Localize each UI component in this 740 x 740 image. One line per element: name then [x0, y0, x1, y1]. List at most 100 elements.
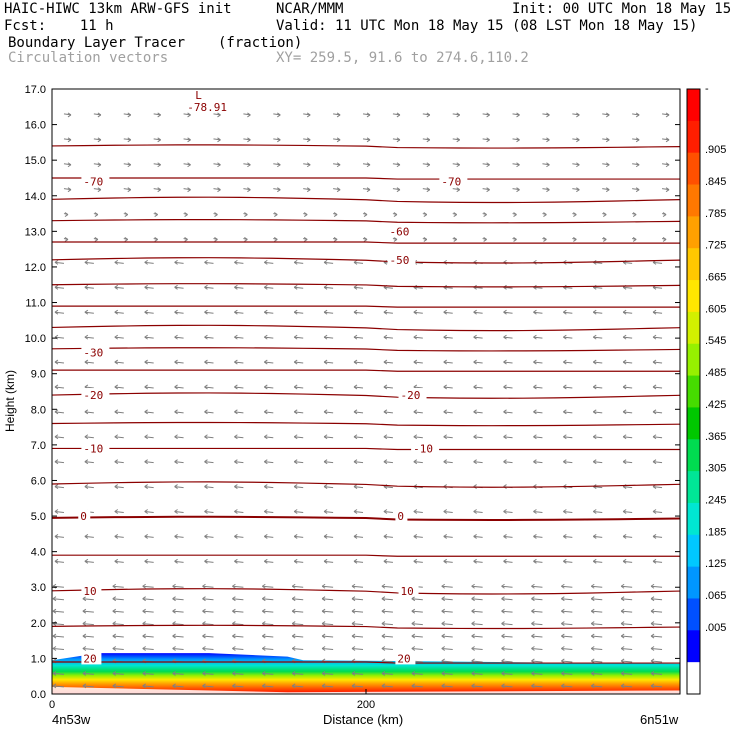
vector-arrowhead [112, 583, 117, 589]
vector-arrowhead [204, 334, 208, 340]
vector-arrowhead [144, 558, 148, 564]
vector-arrow [144, 336, 154, 339]
vector-arrow [303, 113, 311, 116]
y-tick-label: 11.0 [25, 298, 46, 310]
vector-arrowhead [423, 212, 428, 217]
vector-arrowhead [187, 162, 191, 168]
vector-arrow [52, 585, 65, 588]
contour-line [52, 196, 680, 204]
vector-arrowhead [217, 162, 221, 168]
vector-arrowhead [174, 434, 178, 440]
vector-arrowhead [144, 434, 148, 440]
vector-arrow [651, 585, 663, 588]
vector-arrowhead [114, 484, 119, 490]
vector-arrowhead [622, 459, 627, 465]
vector-arrowhead [262, 633, 266, 639]
vector-arrow [383, 535, 393, 538]
vector-arrowhead [650, 621, 655, 627]
vector-arrowhead [97, 187, 102, 193]
vector-arrow [413, 511, 423, 513]
vector-arrow [473, 336, 483, 339]
vector-arrowhead [353, 509, 358, 514]
vector-arrow [353, 336, 364, 339]
vector-arrowhead [112, 608, 117, 614]
vector-arrow [353, 486, 364, 489]
vector-arrow [174, 511, 184, 513]
vector-arrow [413, 411, 423, 414]
vector-arrowhead [202, 646, 206, 651]
vector-arrowhead [94, 212, 99, 217]
vector-arrow [262, 623, 274, 626]
vector-arrowhead [561, 646, 565, 651]
vector-arrowhead [353, 459, 358, 465]
vector-arrowhead [413, 309, 418, 315]
vector-arrow [591, 660, 603, 663]
vector-arrowhead [82, 646, 87, 651]
vector-arrow [54, 411, 65, 414]
vector-arrowhead [217, 137, 221, 143]
vector-arrowhead [650, 683, 655, 689]
vector-arrowhead [323, 409, 328, 415]
vector-arrowhead [531, 646, 535, 651]
vector-arrowhead [471, 608, 475, 614]
contour-label-bg [387, 224, 416, 238]
vector-arrowhead [333, 212, 338, 217]
vector-arrowhead [590, 596, 595, 602]
vector-arrowhead [363, 237, 368, 242]
vector-arrowhead [264, 284, 268, 290]
vector-arrowhead [336, 112, 341, 118]
vector-arrowhead [293, 409, 298, 415]
colorbar-label: .305 [705, 463, 726, 475]
colorbar-swatch [687, 248, 700, 281]
vector-arrow [324, 535, 334, 538]
vector-arrowhead [473, 359, 477, 365]
vector-arrowhead [172, 596, 176, 602]
colorbar-label: .905 [705, 144, 726, 156]
vector-arrow [204, 386, 214, 389]
vector-arrowhead [561, 583, 565, 589]
vector-arrowhead [652, 558, 657, 564]
vector-arrowhead [144, 284, 148, 290]
vector-arrowhead [652, 334, 657, 340]
colorbar-swatch [687, 407, 700, 440]
vector-arrow [651, 672, 663, 675]
vector-arrowhead [592, 434, 597, 440]
y-tick-label: 12.0 [25, 262, 46, 274]
vector-arrow [383, 436, 393, 439]
vector-arrowhead [306, 137, 311, 143]
vector-arrow [264, 461, 274, 464]
vector-arrow [322, 672, 334, 675]
vector-arrowhead [202, 671, 206, 676]
vector-arrowhead [323, 334, 328, 340]
vector-arrowhead [622, 334, 627, 340]
vector-arrow [443, 511, 453, 513]
contour-label: -70 [441, 176, 461, 189]
vector-arrowhead [561, 608, 565, 614]
vector-arrow [561, 685, 573, 688]
vector-arrow [533, 336, 543, 339]
vector-arrow [234, 261, 244, 264]
vector-arrowhead [635, 187, 640, 193]
vector-arrowhead [456, 112, 461, 118]
vector-arrowhead [67, 137, 72, 143]
colorbar-swatch [687, 566, 700, 599]
vector-arrow [114, 286, 124, 289]
contour-line [52, 177, 680, 180]
colorbar-swatch [687, 662, 700, 695]
vector-arrow [591, 635, 603, 638]
vector-arrow [183, 113, 191, 116]
vector-arrow [623, 261, 633, 264]
vector-arrowhead [264, 509, 268, 514]
vector-arrowhead [274, 237, 278, 242]
vector-arrowhead [321, 596, 326, 602]
vector-arrow [623, 286, 633, 289]
vector-arrowhead [114, 434, 119, 440]
vector-arrow [264, 511, 274, 513]
vector-arrow [144, 511, 154, 513]
vector-arrow [591, 648, 603, 651]
vector-arrowhead [154, 237, 158, 242]
vector-arrow [294, 461, 304, 464]
colorbar-label: .845 [705, 176, 726, 188]
vector-arrowhead [234, 533, 238, 539]
contour-line [52, 257, 680, 264]
